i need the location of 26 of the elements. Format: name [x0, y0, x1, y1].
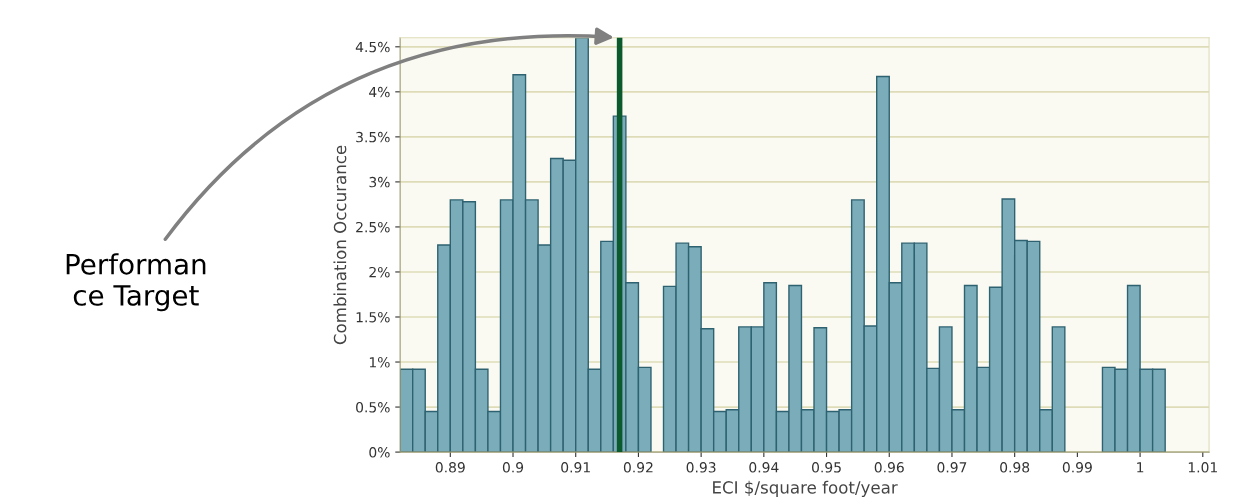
y-tick-label: 3.5%	[356, 131, 390, 143]
y-tick-label: 3%	[369, 176, 390, 188]
x-tick-label: 0.96	[874, 462, 904, 473]
y-tick-label: 0.5%	[356, 402, 390, 413]
x-tick-label: 0.95	[812, 462, 841, 473]
x-tick-label: 0.91	[561, 462, 590, 473]
y-tick-label: 1.5%	[356, 311, 390, 323]
y-tick-label: 1%	[369, 356, 390, 368]
x-tick-label: 0.94	[749, 462, 779, 473]
x-tick-label: 0.93	[686, 462, 716, 473]
y-axis-title: Combination Occurance	[333, 145, 347, 345]
x-tick-label: 0.89	[435, 462, 465, 473]
x-tick-label: 0.92	[623, 462, 653, 473]
x-tick-label: 0.98	[1000, 462, 1030, 473]
y-tick-label: 2.5%	[356, 221, 390, 233]
y-tick-label: 2%	[369, 266, 390, 278]
y-tick-label: 0%	[369, 447, 390, 458]
x-tick-label: 0.99	[1062, 462, 1092, 473]
x-tick-label: 0.97	[937, 462, 967, 473]
ref-line-label: Performan ce Target	[66, 253, 206, 312]
y-tick-label: 4.5%	[355, 41, 390, 53]
y-tick-label: 4%	[369, 86, 390, 98]
x-tick-label: 1	[1137, 462, 1144, 473]
x-axis-title: ECI $/square foot/year	[713, 480, 898, 497]
x-tick-label: 0.9	[502, 462, 524, 473]
x-tick-label: 1.01	[1188, 462, 1217, 473]
